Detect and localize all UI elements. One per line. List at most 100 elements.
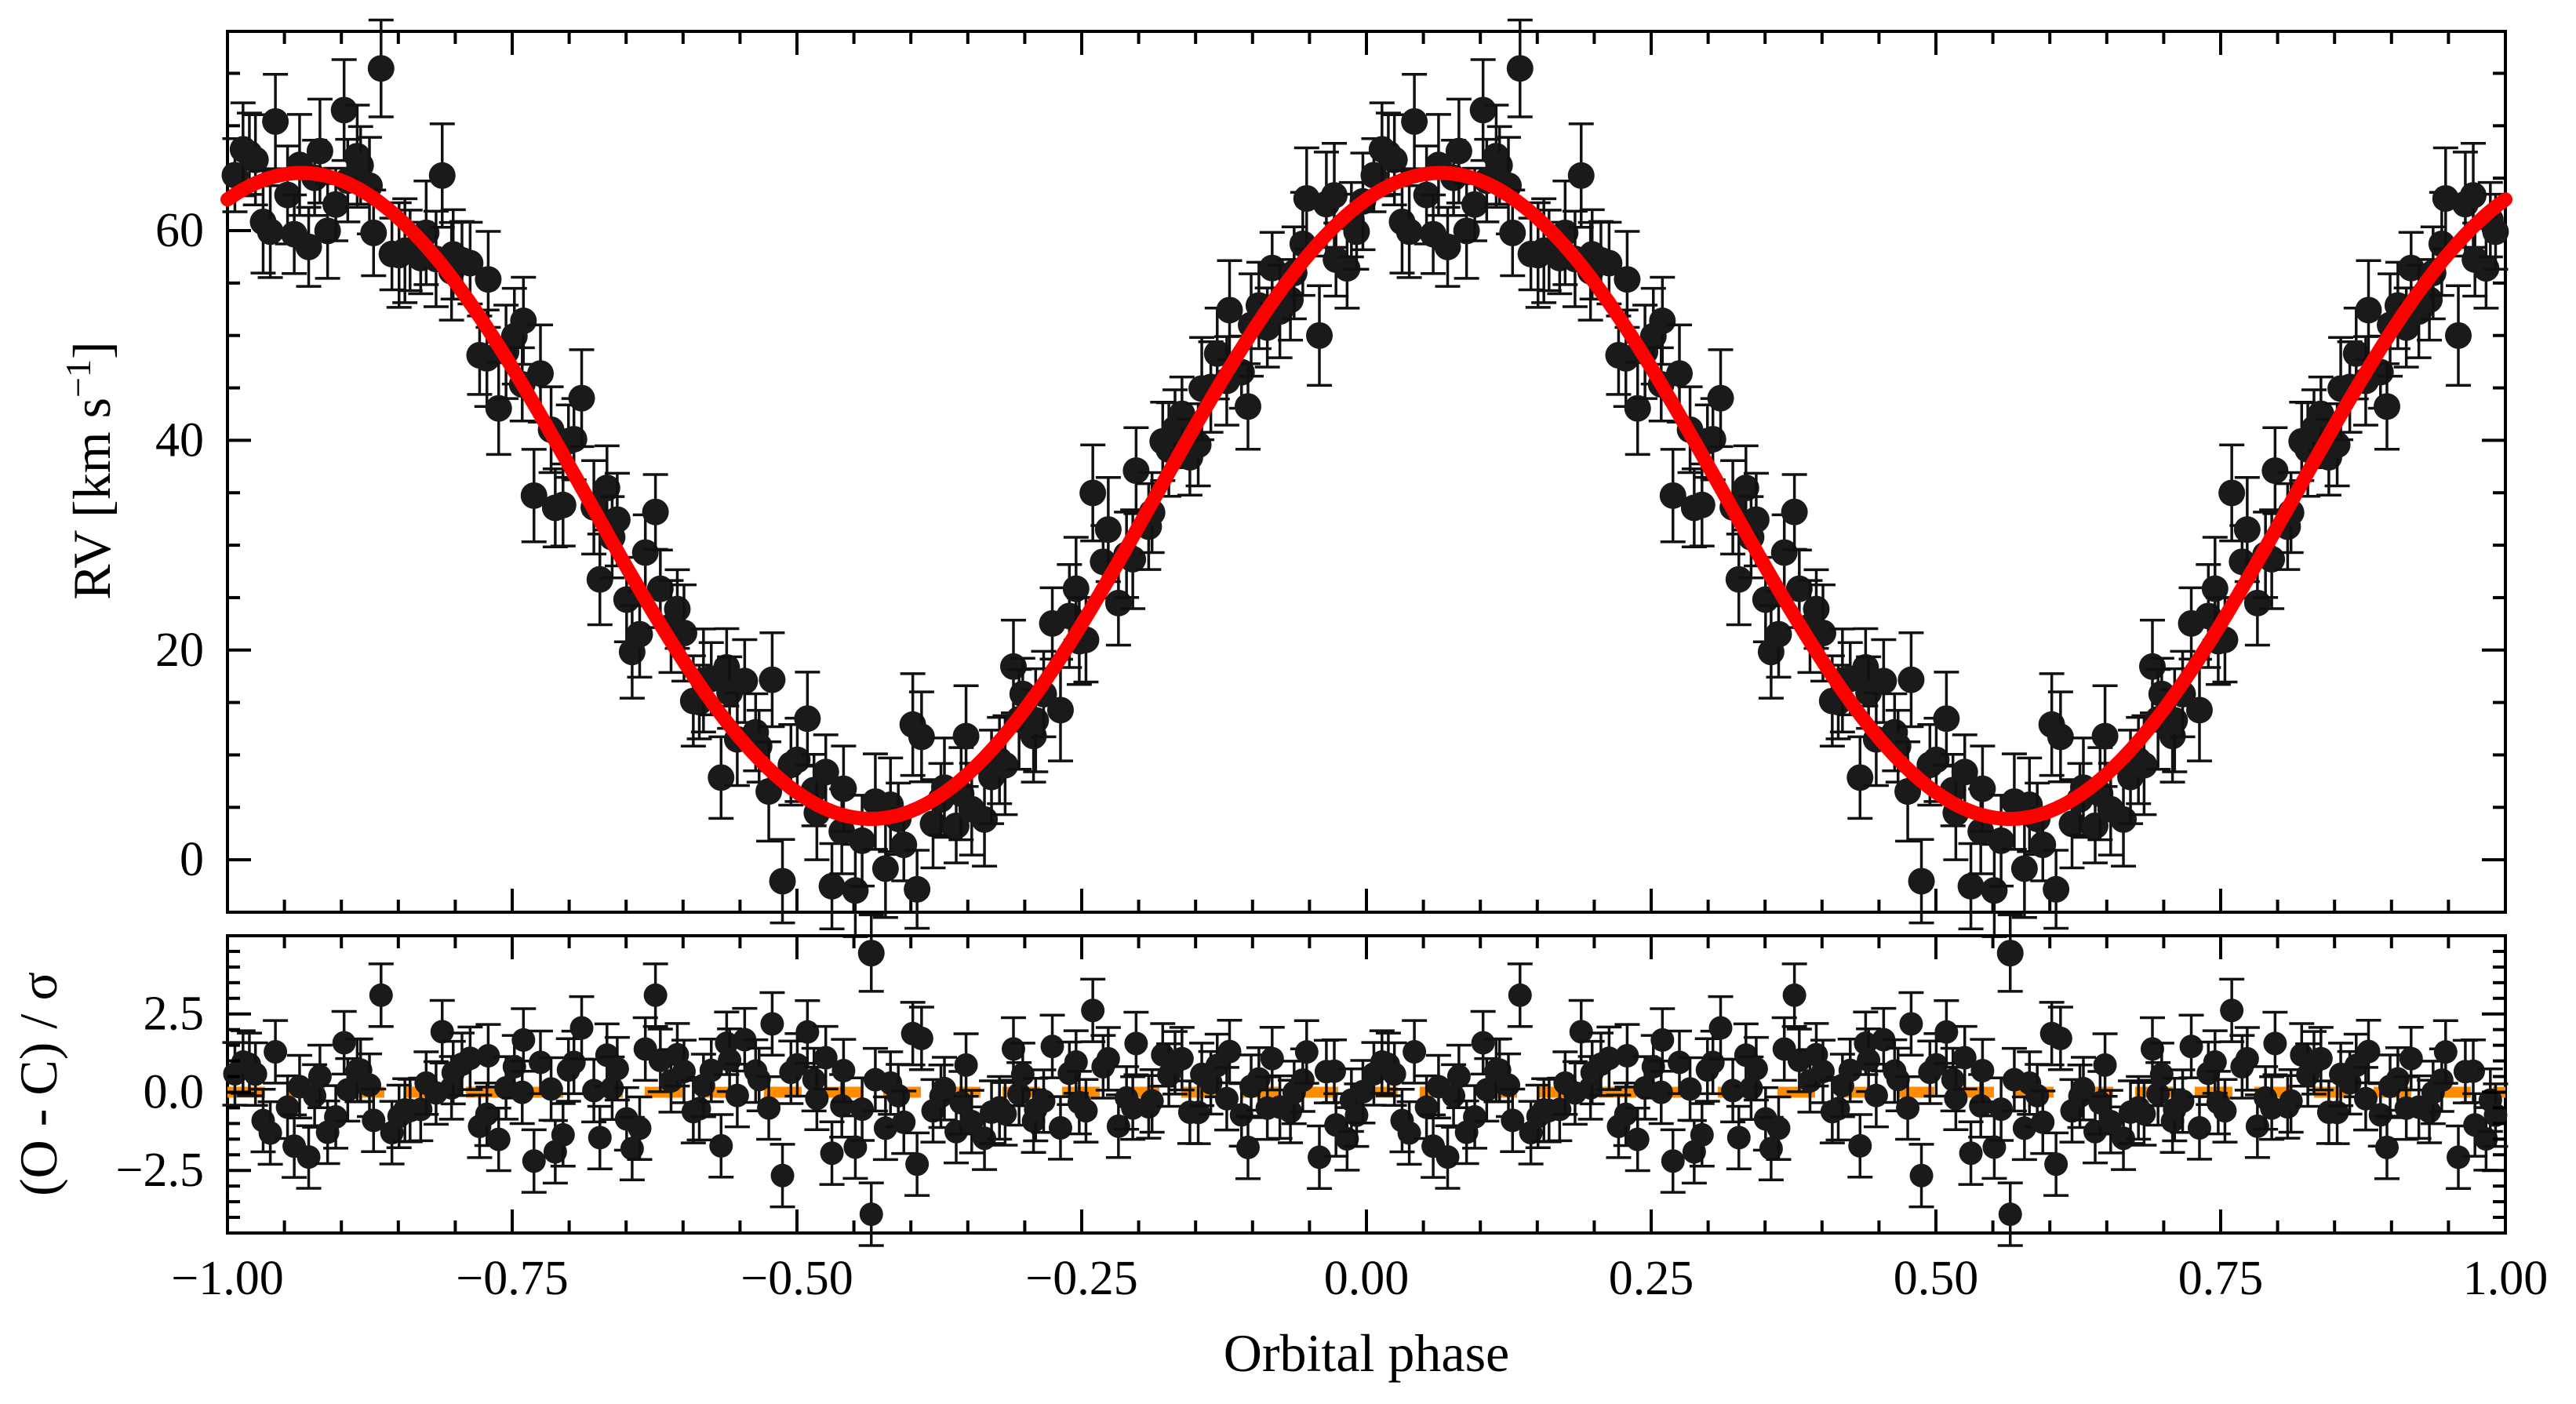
residual-data-point — [2429, 1068, 2454, 1093]
rv-data-point — [322, 191, 350, 218]
residual-data-point — [1048, 1116, 1072, 1140]
rv-y-axis-label-unit-exponent: −1 — [58, 359, 98, 398]
residual-data-point — [1382, 1062, 1406, 1086]
residual-data-point — [369, 983, 393, 1007]
residual-data-point — [1668, 1050, 1692, 1075]
rv-data-point — [2058, 810, 2086, 838]
residual-data-point — [2048, 1026, 2072, 1050]
rv-data-point — [347, 151, 374, 179]
rv-data-point — [1122, 457, 1150, 485]
residual-data-point — [1446, 1064, 1471, 1089]
residual-data-point — [1294, 1040, 1319, 1064]
rv-data-point — [1614, 266, 1641, 293]
residual-data-point — [2149, 1062, 2174, 1086]
rv-data-point — [631, 539, 659, 566]
residual-data-point — [1944, 1086, 1968, 1111]
x-tick-label: −1.00 — [171, 1252, 283, 1305]
rv-y-axis-label-close: ] — [62, 341, 122, 359]
residual-data-point — [1649, 1080, 1673, 1104]
residual-data-point — [1650, 1028, 1675, 1052]
residual-data-point — [458, 1046, 482, 1071]
residual-data-point — [1959, 1141, 1983, 1166]
residual-data-point — [332, 1031, 356, 1055]
residual-data-point — [1497, 1073, 1521, 1097]
residual-data-point — [1081, 998, 1105, 1023]
rv-data-point — [1659, 482, 1686, 509]
rv-data-point — [646, 575, 674, 602]
residual-data-point — [2044, 1152, 2068, 1177]
phase-x-tick-labels: −1.00 −0.75 −0.50 −0.25 0.00 0.25 0.50 0.75 1.00 — [171, 1252, 2548, 1305]
rv-data-point — [330, 96, 358, 124]
residual-data-point — [1934, 1020, 1959, 1044]
rv-data-point — [1688, 491, 1716, 518]
residual-data-point — [725, 1083, 749, 1108]
x-tick-label: 1.00 — [2463, 1252, 2549, 1305]
residual-data-point — [959, 1110, 984, 1134]
rv-data-point — [2261, 457, 2289, 485]
rv-data-points — [221, 18, 2509, 993]
rv-data-point — [1216, 296, 1243, 324]
y-tick-label: 40 — [155, 413, 204, 467]
rv-data-point — [1062, 575, 1090, 602]
residual-data-point — [1414, 1095, 1439, 1119]
residual-data-point — [1924, 1053, 1948, 1077]
residual-data-point — [795, 1020, 820, 1044]
rv-data-point — [428, 162, 456, 189]
rv-data-point — [890, 831, 918, 858]
residual-data-point — [1403, 1040, 1427, 1064]
rv-data-point — [1445, 137, 1472, 165]
residual-data-point — [243, 1062, 267, 1086]
rv-data-point — [1870, 667, 1897, 695]
rv-data-point — [2029, 831, 2057, 858]
y-tick-label: 20 — [155, 624, 204, 677]
residual-data-point — [551, 1122, 575, 1147]
residual-data-point — [1597, 1046, 1621, 1071]
residual-data-point — [802, 1068, 826, 1092]
rv-data-point — [1781, 498, 1808, 526]
residual-data-point — [582, 1078, 606, 1103]
rv-data-point — [593, 475, 620, 502]
residual-data-point — [1308, 1145, 1332, 1169]
rv-data-point — [568, 384, 595, 412]
rv-y-tick-labels: 0 20 40 60 — [155, 204, 204, 886]
residual-data-point — [699, 1058, 723, 1082]
rv-y-axis-label-main: RV [km s — [62, 398, 122, 600]
rv-data-point — [769, 867, 796, 895]
residual-data-point — [1235, 1135, 1260, 1159]
rv-data-point — [2091, 722, 2119, 750]
residual-data-point — [511, 1028, 536, 1052]
rv-data-point — [221, 162, 249, 189]
residual-data-point — [1397, 1121, 1421, 1145]
residual-data-point — [258, 1121, 282, 1145]
residual-data-point — [1899, 1012, 1923, 1036]
rv-data-point — [2130, 751, 2158, 779]
residual-data-point — [1708, 1016, 1733, 1040]
phase-x-axis-label: Orbital phase — [1224, 1323, 1509, 1383]
rv-data-point — [314, 217, 341, 245]
rv-model-curve — [220, 165, 2512, 826]
rv-data-point — [1395, 218, 1423, 246]
rv-data-point — [971, 806, 999, 833]
rv-data-point — [2218, 479, 2246, 507]
residual-data-point — [770, 1163, 795, 1188]
rv-data-point — [849, 827, 876, 854]
rv-data-point — [367, 55, 395, 82]
rv-data-point — [1770, 539, 1798, 566]
rv-data-point — [1996, 940, 2024, 967]
rv-data-point — [1360, 162, 1388, 189]
rv-data-point — [1567, 162, 1595, 189]
residual-data-point — [2220, 998, 2244, 1023]
x-tick-label: 0.25 — [1609, 1252, 1694, 1305]
rv-data-point — [306, 137, 333, 165]
y-tick-label: 0.0 — [144, 1065, 205, 1118]
residual-data-point — [2071, 1076, 2095, 1100]
x-tick-label: 0.75 — [2178, 1252, 2264, 1305]
rv-data-point — [1981, 877, 2008, 904]
rv-data-point — [1434, 233, 1461, 260]
residual-data-point — [628, 1116, 652, 1140]
residual-data-point — [1701, 1050, 1725, 1075]
residual-data-point — [2433, 1040, 2458, 1064]
rv-data-point — [2010, 855, 2038, 882]
residual-data-point — [2474, 1127, 2498, 1151]
residual-data-point — [1335, 1127, 1359, 1151]
